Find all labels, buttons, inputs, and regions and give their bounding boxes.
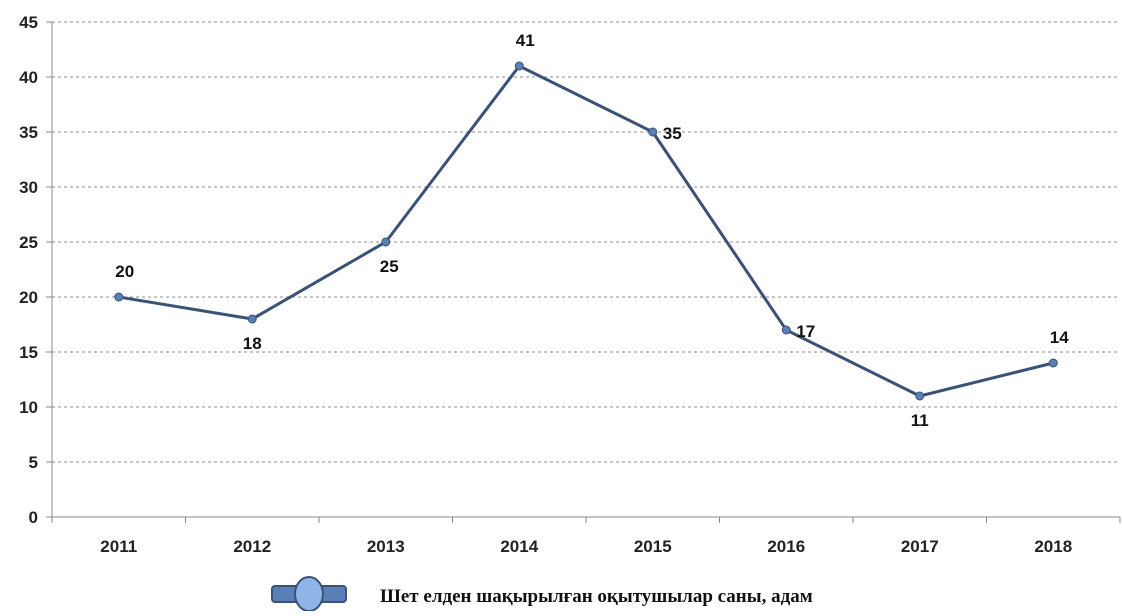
data-point [781,325,791,335]
data-point [247,314,257,324]
y-tick-label: 40 [19,68,38,87]
x-tick-label: 2011 [100,537,137,556]
data-point [114,292,124,302]
data-label: 20 [115,262,134,281]
x-tick-label: 2013 [367,537,405,556]
y-tick-label: 35 [19,123,38,142]
y-tick-label: 45 [19,13,38,32]
data-point [648,127,658,137]
data-labels: 20 18 25 41 35 17 11 14 [115,31,1069,430]
y-tick-label: 25 [19,233,38,252]
data-point [915,391,925,401]
data-label: 18 [243,334,262,353]
y-tick-label: 10 [19,398,38,417]
grid-lines [52,21,1120,463]
y-tick-label: 15 [19,343,38,362]
legend-marker-icon [271,576,347,612]
data-point [1048,358,1058,368]
data-label: 41 [516,31,535,50]
x-tick-label: 2018 [1034,537,1072,556]
y-tick-label: 20 [19,288,38,307]
y-axis-ticks: 0 5 10 15 20 25 30 35 40 45 [19,13,52,527]
y-tick-label: 30 [19,178,38,197]
data-point [381,237,391,247]
x-tick-label: 2015 [634,537,672,556]
data-label: 11 [911,411,929,430]
x-tick-label: 2014 [500,537,538,556]
data-label: 35 [663,124,682,143]
x-tick-label: 2016 [767,537,805,556]
axes [51,22,1120,518]
series-line-path [118,64,1054,398]
y-tick-label: 0 [29,508,38,527]
x-tick-label: 2012 [233,537,271,556]
data-label: 25 [380,257,399,276]
y-tick-label: 5 [29,453,38,472]
x-axis-ticks: 2011 2012 2013 2014 2015 2016 2017 2018 [51,517,1121,556]
data-markers [114,61,1058,401]
legend: Шет елден шақырылған оқытушылар саны, ад… [271,576,813,612]
x-tick-label: 2017 [901,537,939,556]
data-point [514,61,524,71]
series-line [118,64,1054,398]
data-label: 14 [1050,328,1069,347]
data-label: 17 [796,322,815,341]
legend-label: Шет елден шақырылған оқытушылар саны, ад… [380,586,813,607]
legend-marker-swatch [294,576,324,612]
